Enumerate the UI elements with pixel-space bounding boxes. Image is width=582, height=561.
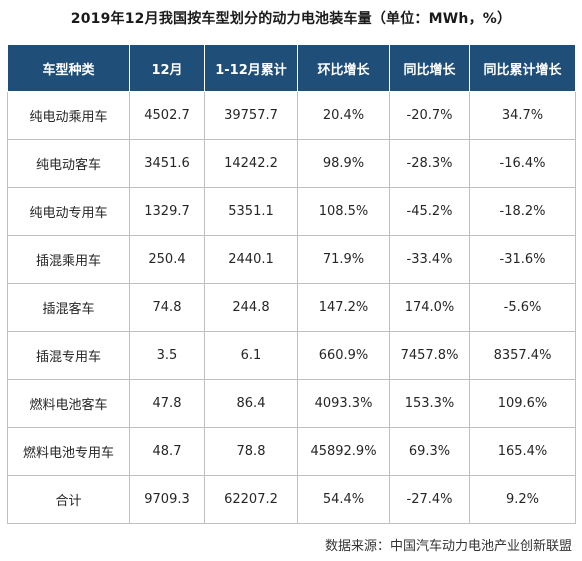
cell-mom-growth: 98.9% <box>297 139 390 188</box>
cell-yoy-growth: 153.3% <box>389 379 470 428</box>
cell-mom-growth: 71.9% <box>297 235 390 284</box>
cell-mom-growth: 4093.3% <box>297 379 390 428</box>
cell-yoy-cumulative-growth: 8357.4% <box>469 331 576 380</box>
table-row: 插混乘用车 250.4 2440.1 71.9% -33.4% -31.6% <box>7 235 576 284</box>
cell-mom-growth: 108.5% <box>297 187 390 236</box>
cell-yoy-growth: -28.3% <box>389 139 470 188</box>
cell-december: 1329.7 <box>129 187 205 236</box>
cell-mom-growth: 147.2% <box>297 283 390 332</box>
cell-cumulative: 78.8 <box>204 427 298 476</box>
cell-yoy-cumulative-growth: 34.7% <box>469 91 576 140</box>
cell-yoy-growth: 69.3% <box>389 427 470 476</box>
cell-yoy-cumulative-growth: 9.2% <box>469 475 576 524</box>
cell-yoy-cumulative-growth: -31.6% <box>469 235 576 284</box>
header-cumulative: 1-12月累计 <box>204 44 298 92</box>
battery-installation-table: 车型种类 12月 1-12月累计 环比增长 同比增长 同比累计增长 纯电动乘用车… <box>7 44 576 524</box>
data-table-container: 车型种类 12月 1-12月累计 环比增长 同比增长 同比累计增长 纯电动乘用车… <box>7 44 576 524</box>
cell-cumulative: 5351.1 <box>204 187 298 236</box>
cell-yoy-cumulative-growth: -16.4% <box>469 139 576 188</box>
table-row: 燃料电池客车 47.8 86.4 4093.3% 153.3% 109.6% <box>7 379 576 428</box>
cell-mom-growth: 20.4% <box>297 91 390 140</box>
cell-december: 3451.6 <box>129 139 205 188</box>
table-row: 纯电动专用车 1329.7 5351.1 108.5% -45.2% -18.2… <box>7 187 576 236</box>
cell-december: 47.8 <box>129 379 205 428</box>
cell-mom-growth: 660.9% <box>297 331 390 380</box>
cell-cumulative: 244.8 <box>204 283 298 332</box>
cell-cumulative: 14242.2 <box>204 139 298 188</box>
cell-december: 3.5 <box>129 331 205 380</box>
cell-yoy-cumulative-growth: -18.2% <box>469 187 576 236</box>
cell-cumulative: 62207.2 <box>204 475 298 524</box>
cell-december: 250.4 <box>129 235 205 284</box>
header-yoy-cumulative-growth: 同比累计增长 <box>469 44 576 92</box>
table-row: 纯电动客车 3451.6 14242.2 98.9% -28.3% -16.4% <box>7 139 576 188</box>
cell-december: 48.7 <box>129 427 205 476</box>
cell-vehicle-type: 合计 <box>7 475 130 524</box>
cell-yoy-cumulative-growth: 109.6% <box>469 379 576 428</box>
cell-cumulative: 39757.7 <box>204 91 298 140</box>
cell-yoy-growth: 7457.8% <box>389 331 470 380</box>
cell-yoy-growth: -20.7% <box>389 91 470 140</box>
cell-vehicle-type: 纯电动客车 <box>7 139 130 188</box>
cell-yoy-cumulative-growth: -5.6% <box>469 283 576 332</box>
cell-vehicle-type: 纯电动专用车 <box>7 187 130 236</box>
header-row: 车型种类 12月 1-12月累计 环比增长 同比增长 同比累计增长 <box>7 44 576 92</box>
cell-cumulative: 86.4 <box>204 379 298 428</box>
header-yoy-growth: 同比增长 <box>389 44 470 92</box>
table-row: 插混专用车 3.5 6.1 660.9% 7457.8% 8357.4% <box>7 331 576 380</box>
table-title: 2019年12月我国按车型划分的动力电池装车量（单位：MWh，%） <box>70 11 512 27</box>
header-december: 12月 <box>129 44 205 92</box>
cell-mom-growth: 54.4% <box>297 475 390 524</box>
cell-december: 4502.7 <box>129 91 205 140</box>
cell-mom-growth: 45892.9% <box>297 427 390 476</box>
cell-yoy-growth: -45.2% <box>389 187 470 236</box>
cell-vehicle-type: 燃料电池客车 <box>7 379 130 428</box>
cell-vehicle-type: 插混乘用车 <box>7 235 130 284</box>
table-row: 插混客车 74.8 244.8 147.2% 174.0% -5.6% <box>7 283 576 332</box>
cell-cumulative: 6.1 <box>204 331 298 380</box>
cell-cumulative: 2440.1 <box>204 235 298 284</box>
cell-vehicle-type: 插混专用车 <box>7 331 130 380</box>
cell-vehicle-type: 纯电动乘用车 <box>7 91 130 140</box>
cell-december: 74.8 <box>129 283 205 332</box>
header-mom-growth: 环比增长 <box>297 44 390 92</box>
header-vehicle-type: 车型种类 <box>7 44 130 92</box>
cell-yoy-cumulative-growth: 165.4% <box>469 427 576 476</box>
cell-vehicle-type: 插混客车 <box>7 283 130 332</box>
cell-yoy-growth: -33.4% <box>389 235 470 284</box>
cell-yoy-growth: -27.4% <box>389 475 470 524</box>
data-source-note: 数据来源：中国汽车动力电池产业创新联盟 <box>324 539 572 554</box>
cell-december: 9709.3 <box>129 475 205 524</box>
cell-vehicle-type: 燃料电池专用车 <box>7 427 130 476</box>
cell-yoy-growth: 174.0% <box>389 283 470 332</box>
table-row: 燃料电池专用车 48.7 78.8 45892.9% 69.3% 165.4% <box>7 427 576 476</box>
table-row: 纯电动乘用车 4502.7 39757.7 20.4% -20.7% 34.7% <box>7 91 576 140</box>
table-row-total: 合计 9709.3 62207.2 54.4% -27.4% 9.2% <box>7 475 576 524</box>
